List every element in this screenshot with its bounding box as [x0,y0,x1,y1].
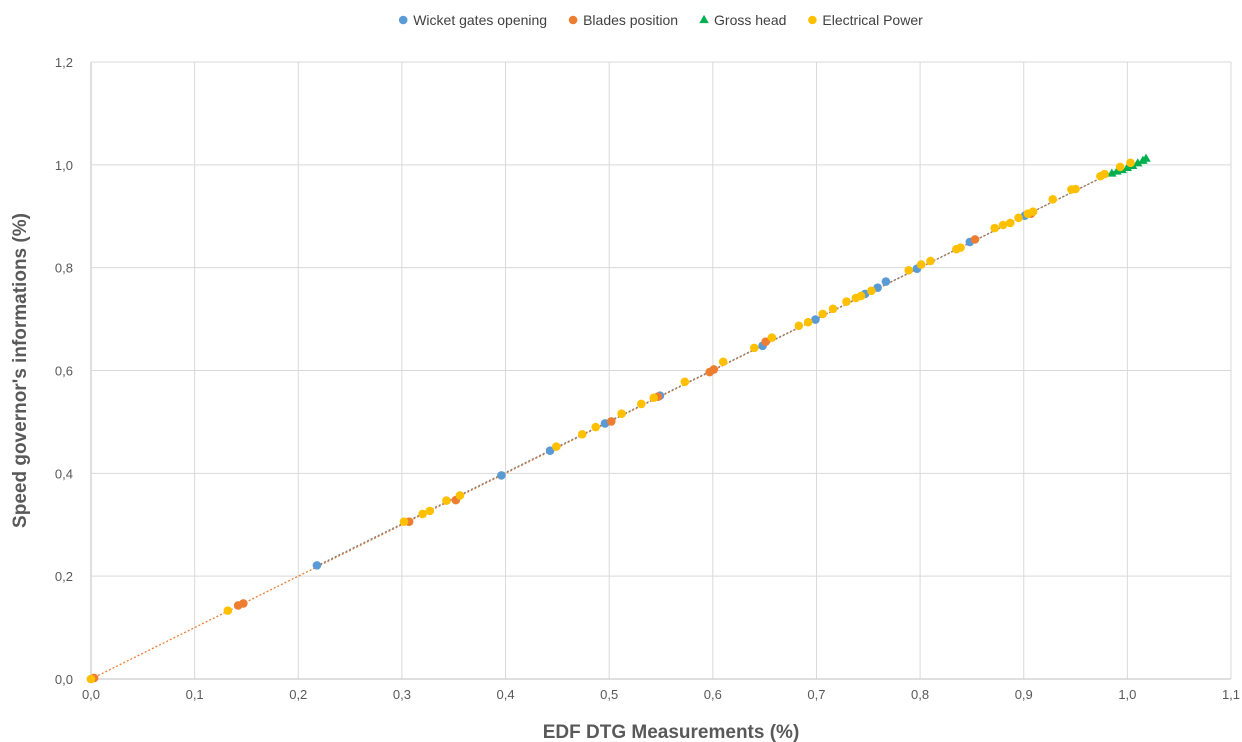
blades-position-point [239,599,248,608]
y-tick-label: 1,2 [55,55,73,70]
gross-head-point [1107,168,1117,177]
electrical-power-point [1028,207,1038,216]
x-tick-label: 1,1 [1222,687,1240,702]
legend: Wicket gates opening Blades position Gross… [398,12,923,28]
electrical-power-point [998,220,1008,230]
legend-marker-blades-position [568,15,578,25]
wicket-gates-opening-point [312,561,322,570]
electrical-power-point [649,393,659,403]
electrical-power-point [718,357,728,367]
x-tick-label: 0,2 [289,687,307,702]
legend-item: Blades position [568,12,678,28]
electrical-power-point [1071,184,1080,194]
x-tick-label: 0,9 [1015,687,1033,702]
legend-label: Wicket gates opening [413,12,547,28]
electrical-power-point [749,343,759,353]
electrical-power-point [680,377,690,387]
legend-marker-wicket-gates-opening [398,15,408,25]
blades-position-point [761,337,770,347]
electrical-power-point [223,606,233,615]
electrical-power-point [1048,194,1058,204]
wicket-gates-opening-point [811,315,820,324]
x-axis-title: EDF DTG Measurements (%) [543,722,800,742]
x-tick-label: 0,6 [704,687,722,702]
legend-label: Blades position [583,12,678,28]
electrical-power-point [767,333,777,342]
electrical-power-point [1126,158,1135,168]
blades-position-point [970,235,980,244]
legend-marker-gross-head [699,14,709,24]
x-tick-label: 0,0 [82,687,100,702]
electrical-power-point [990,223,1000,233]
gross-head-point [1122,162,1133,172]
legend-marker-electrical-power [808,15,817,25]
y-tick-label: 0,6 [55,364,73,379]
tick-labels: 0,0 0,1 0,2 0,3 0,4 0,5 0,6 0,7 0,8 0,9 1,0 1,1 0,0 0… [55,55,1240,702]
electrical-power-point [956,243,965,252]
legend-item: Wicket gates opening [398,12,547,28]
electrical-power-point [455,491,465,500]
electrical-power-point [1115,162,1125,172]
electrical-power-point [418,509,427,519]
x-tick-label: 1,0 [1118,687,1136,702]
electrical-power-point [86,674,96,684]
electrical-power-point [904,265,913,275]
x-tick-label: 0,8 [911,687,929,702]
y-tick-label: 0,0 [55,672,73,687]
electrical-power-point [794,321,804,331]
electrical-power-point [828,304,838,314]
blades-position-point [709,365,719,374]
electrical-power-point [842,297,851,306]
electrical-power-point [617,409,626,418]
wicket-gates-opening-point [497,471,506,480]
electrical-power-point [577,429,587,439]
electrical-power-point [916,260,926,269]
legend-label: Gross head [714,12,786,28]
gross-head-point [1132,158,1143,167]
blades-position-point [606,417,616,426]
x-tick-label: 0,3 [393,687,411,702]
y-tick-label: 0,4 [55,466,73,481]
y-tick-label: 0,8 [55,261,73,276]
y-axis-title: Speed governor's informations (%) [10,213,31,528]
x-tick-label: 0,5 [600,687,618,702]
legend-item: Gross head [699,12,786,28]
legend-item: Electrical Power [808,12,923,28]
electrical-power-point [818,309,827,319]
x-tick-label: 0,1 [186,687,204,702]
electrical-power-point [1005,218,1015,228]
electrical-power-point [803,317,813,327]
electrical-power-point [425,506,435,516]
electrical-power-point [867,286,876,296]
electrical-power-point [442,496,451,505]
electrical-power-point [637,399,646,409]
legend-label: Electrical Power [822,12,923,28]
electrical-power-point [1100,169,1109,179]
wicket-gates-opening-point [881,277,891,286]
data-points [86,153,1151,684]
x-tick-label: 0,4 [497,687,515,702]
electrical-power-point [552,442,561,451]
electrical-power-point [926,256,935,266]
grid [90,61,1232,680]
electrical-power-point [856,291,866,301]
y-tick-label: 0,2 [55,569,73,584]
gross-head-point [1141,153,1151,162]
x-tick-label: 0,7 [807,687,825,702]
electrical-power-point [399,517,409,526]
wicket-gates-opening-point [545,446,555,456]
electrical-power-point [1014,213,1023,223]
y-tick-label: 1,0 [55,158,73,173]
electrical-power-point [591,422,601,432]
